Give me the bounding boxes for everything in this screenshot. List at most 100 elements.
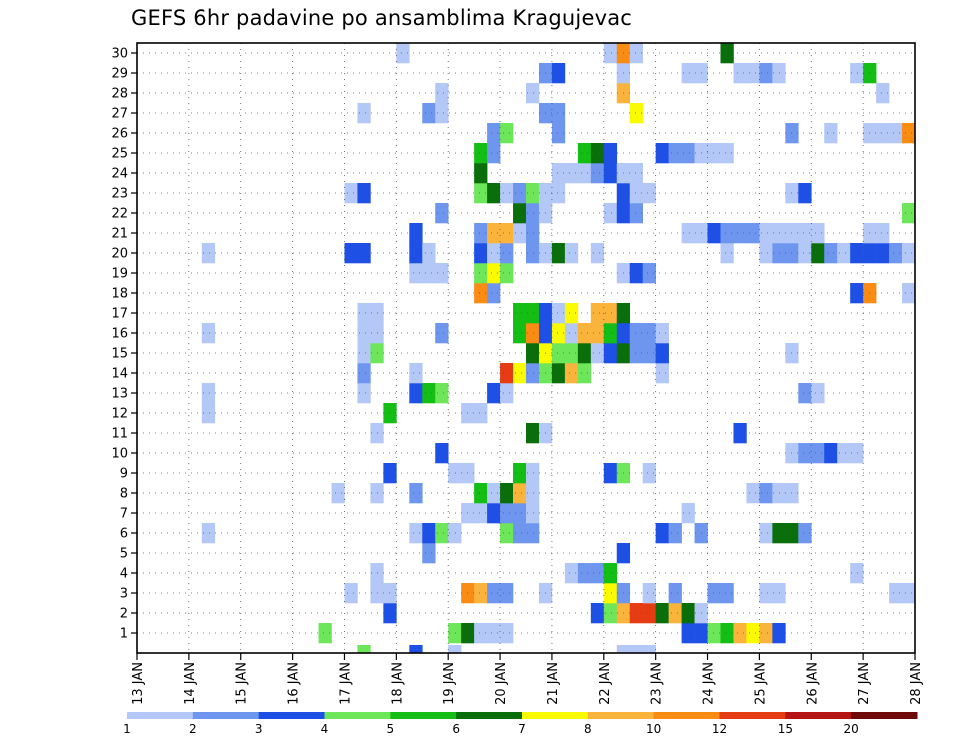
heatmap-cell	[357, 383, 371, 404]
heatmap-cell	[655, 363, 669, 384]
colorbar-label: 2	[189, 722, 197, 736]
heatmap-cell	[564, 343, 579, 364]
heatmap-cell	[876, 223, 890, 244]
heatmap-cell	[357, 363, 371, 384]
heatmap-cell	[500, 503, 514, 524]
heatmap-cell	[629, 645, 643, 653]
heatmap-cell	[798, 223, 812, 244]
colorbar-label: 3	[255, 722, 263, 736]
heatmap-cell	[603, 43, 618, 64]
colorbar-swatch	[192, 712, 260, 719]
heatmap-cell	[344, 183, 358, 204]
heatmap-cell	[435, 83, 449, 104]
x-tick-label: 24 JAN	[702, 662, 717, 705]
heatmap-cell	[435, 203, 449, 224]
colorbar-swatch	[127, 712, 194, 719]
y-tick-label: 24	[111, 167, 128, 182]
heatmap-cell	[642, 183, 656, 204]
heatmap-cell	[616, 645, 631, 653]
heatmap-cell	[564, 303, 579, 324]
heatmap-cell	[733, 63, 747, 84]
heatmap-cell	[902, 583, 916, 604]
heatmap-cell	[551, 303, 566, 324]
heatmap-cell	[474, 183, 488, 204]
colorbar-swatch	[456, 712, 523, 719]
y-tick-label: 2	[120, 607, 128, 622]
heatmap-cell	[474, 143, 488, 164]
heatmap-cell	[577, 143, 592, 164]
heatmap-cell	[720, 43, 734, 64]
heatmap-cell	[409, 483, 423, 504]
heatmap-cell	[435, 443, 449, 464]
heatmap-cell	[474, 163, 488, 184]
colorbar-swatch	[390, 712, 457, 719]
x-tick-label: 26 JAN	[805, 662, 820, 705]
heatmap-cell	[435, 323, 449, 344]
colorbar-swatch	[785, 712, 852, 719]
heatmap-cell	[603, 343, 618, 364]
heatmap-cell	[201, 243, 216, 264]
heatmap-cell	[798, 183, 812, 204]
x-tick-label: 17 JAN	[338, 662, 353, 705]
heatmap-cell	[629, 603, 643, 624]
heatmap-cell	[526, 463, 540, 484]
heatmap-cell	[707, 223, 721, 244]
heatmap-cell	[603, 603, 618, 624]
y-tick-label: 12	[111, 407, 128, 422]
heatmap-cell	[422, 543, 436, 564]
heatmap-cell	[201, 323, 216, 344]
heatmap-cell	[526, 323, 540, 344]
heatmap-cell	[590, 303, 605, 324]
heatmap-cell	[603, 323, 618, 344]
colorbar-label: 15	[778, 722, 793, 736]
heatmap-cell	[824, 243, 838, 264]
heatmap-cell	[474, 283, 488, 304]
y-tick-label: 9	[120, 467, 128, 482]
heatmap-cell	[655, 143, 669, 164]
y-tick-label: 13	[111, 387, 128, 402]
colorbar-swatch	[522, 712, 589, 719]
heatmap-cell	[642, 645, 656, 653]
y-tick-label: 14	[111, 367, 128, 382]
heatmap-cell	[551, 163, 566, 184]
heatmap-cell	[655, 323, 669, 344]
heatmap-cell	[551, 343, 566, 364]
heatmap-cell	[500, 123, 514, 144]
heatmap-cell	[629, 103, 643, 124]
heatmap-cell	[590, 143, 605, 164]
heatmap-cell	[409, 223, 423, 244]
heatmap-cell	[759, 483, 773, 504]
heatmap-cell	[603, 203, 618, 224]
heatmap-cell	[590, 343, 605, 364]
heatmap-cell	[487, 223, 501, 244]
heatmap-cell	[811, 243, 825, 264]
heatmap-cell	[422, 263, 436, 284]
heatmap-cell	[577, 323, 592, 344]
heatmap-cell	[629, 43, 643, 64]
heatmap-cell	[409, 523, 423, 544]
heatmap-cell	[487, 503, 501, 524]
y-tick-label: 20	[111, 247, 128, 262]
heatmap-cell	[603, 463, 618, 484]
heatmap-cell	[629, 343, 643, 364]
heatmap-cell	[720, 243, 734, 264]
x-tick-label: 20 JAN	[494, 662, 509, 705]
heatmap-cell	[526, 503, 540, 524]
heatmap-cell	[474, 623, 488, 644]
heatmap-cell	[577, 563, 592, 584]
heatmap-cell	[824, 123, 838, 144]
heatmap-cell	[850, 283, 864, 304]
heatmap-cell	[681, 143, 695, 164]
heatmap-cells	[201, 43, 916, 653]
heatmap-cell	[889, 583, 903, 604]
heatmap-cell	[733, 623, 747, 644]
heatmap-cell	[746, 63, 760, 84]
heatmap-cell	[733, 223, 747, 244]
y-tick-label: 21	[111, 227, 128, 242]
heatmap-cell	[474, 263, 488, 284]
heatmap-cell	[642, 463, 656, 484]
heatmap-cell	[500, 583, 514, 604]
y-tick-label: 10	[111, 447, 128, 462]
colorbar-swatch	[851, 712, 918, 719]
